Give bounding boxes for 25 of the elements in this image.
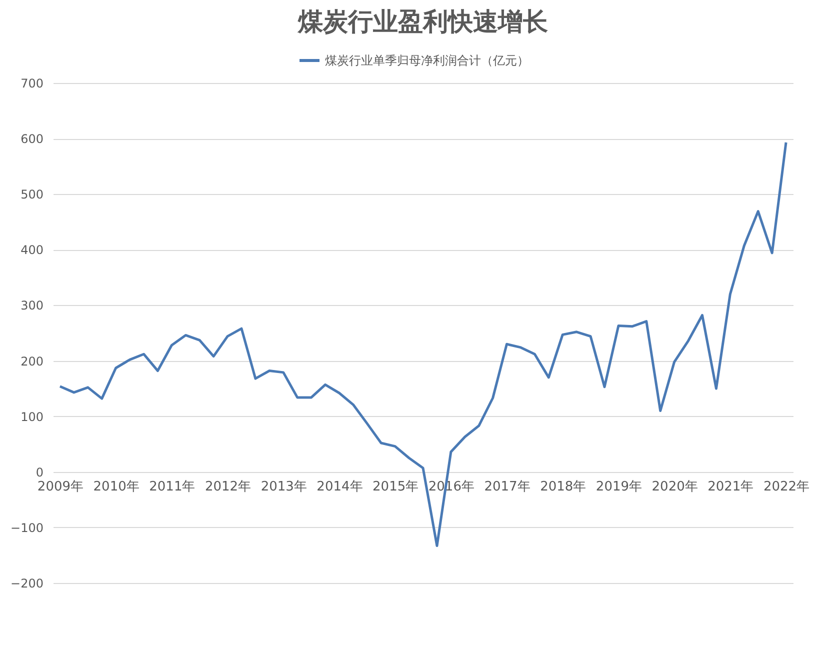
x-tick-label: 2011年 (149, 479, 196, 494)
y-tick-label: −100 (10, 520, 44, 535)
y-tick-label: 100 (20, 410, 44, 424)
legend-label: 煤炭行业单季归母净利润合计（亿元） (325, 54, 529, 68)
y-tick-label: 600 (20, 132, 44, 146)
y-tick-label: 300 (20, 298, 44, 313)
y-tick-label: 500 (20, 188, 44, 202)
chart-title: 煤炭行业盈利快速增长 (297, 7, 548, 36)
x-tick-label: 2015年 (372, 479, 419, 494)
x-tick-label: 2018年 (540, 479, 586, 494)
x-tick-label: 2020年 (652, 479, 698, 494)
x-tick-label: 2013年 (260, 479, 307, 494)
y-tick-label: 400 (20, 243, 44, 258)
x-tick-label: 2017年 (484, 479, 530, 494)
y-tick-label: 700 (20, 76, 44, 90)
x-tick-label: 2009年 (37, 479, 84, 494)
x-tick-label: 2014年 (316, 479, 363, 494)
y-tick-label: −200 (10, 576, 44, 590)
x-tick-label: 2019年 (596, 479, 642, 494)
y-tick-label: 200 (20, 354, 44, 368)
y-tick-label: 0 (36, 465, 44, 480)
x-tick-label: 2012年 (204, 479, 252, 494)
x-tick-label: 2010年 (93, 479, 140, 494)
x-tick-label: 2021年 (708, 479, 754, 494)
x-tick-label: 2022年 (763, 479, 810, 494)
